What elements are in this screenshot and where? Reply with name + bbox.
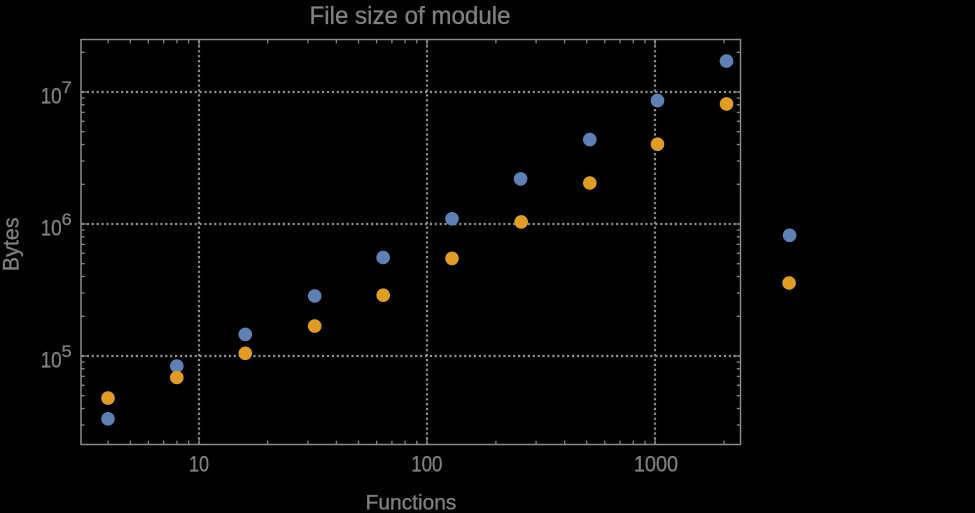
- svg-text:106: 106: [41, 210, 72, 241]
- svg-text:105: 105: [41, 342, 72, 373]
- svg-text:File size of module: File size of module: [310, 2, 511, 30]
- svg-text:Functions: Functions: [366, 492, 457, 513]
- svg-text:Bytes: Bytes: [0, 217, 24, 271]
- svg-text:107: 107: [41, 78, 72, 109]
- svg-text:1000: 1000: [634, 452, 678, 477]
- svg-text:10: 10: [189, 452, 209, 477]
- svg-text:100: 100: [411, 452, 442, 477]
